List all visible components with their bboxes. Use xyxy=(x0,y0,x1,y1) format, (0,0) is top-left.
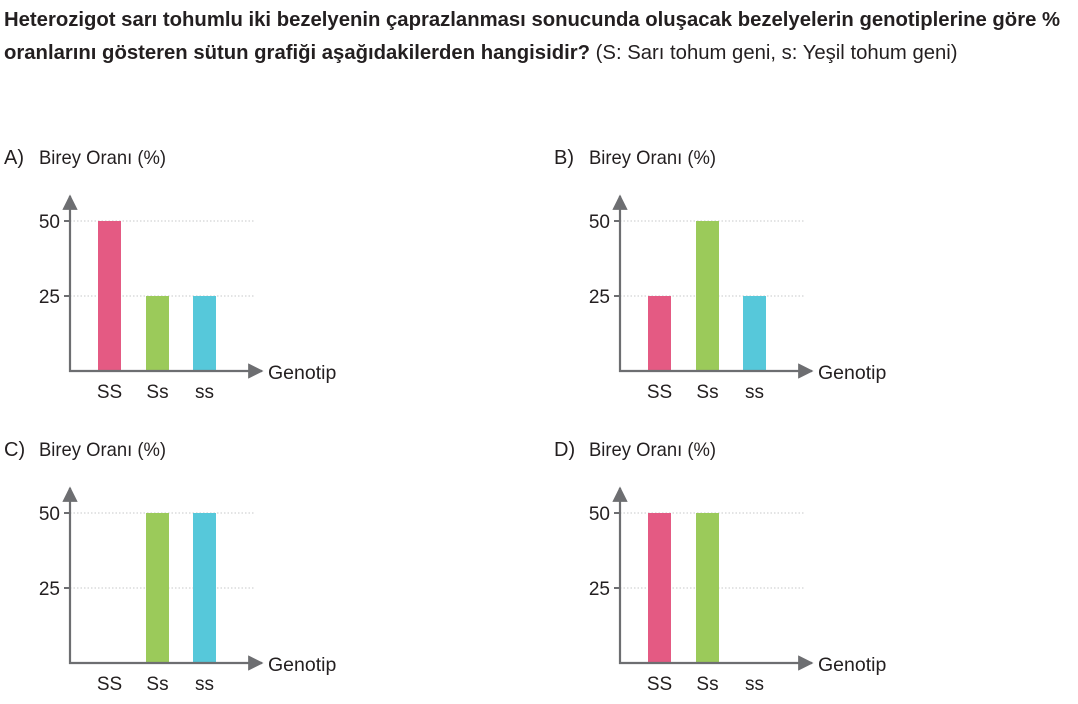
x-tick-label: ss xyxy=(195,674,214,695)
option-label: B) xyxy=(554,147,574,169)
x-axis-title: Genotip xyxy=(818,654,886,676)
x-axis-title: Genotip xyxy=(818,362,886,384)
y-tick-label: 25 xyxy=(39,579,60,600)
x-tick-label: SS xyxy=(97,674,122,695)
bar-Ss xyxy=(146,513,169,663)
x-tick-label: Ss xyxy=(146,674,168,695)
y-tick-label: 25 xyxy=(589,579,610,600)
option-label: C) xyxy=(4,439,25,461)
bar-Ss xyxy=(696,221,719,371)
bar-SS xyxy=(648,296,671,371)
y-tick-label: 25 xyxy=(589,287,610,308)
x-tick-label: SS xyxy=(647,674,672,695)
x-tick-label: Ss xyxy=(146,382,168,403)
bar-ss xyxy=(193,513,216,663)
y-axis-title: Birey Oranı (%) xyxy=(589,439,716,461)
x-tick-label: Ss xyxy=(696,674,718,695)
chart-b: B) Birey Oranı (%) 50 25 SS Ss ss Genotip xyxy=(554,147,886,403)
bar-ss xyxy=(193,296,216,371)
bar-SS xyxy=(98,221,121,371)
x-axis-title: Genotip xyxy=(268,362,336,384)
x-tick-label: SS xyxy=(97,382,122,403)
bar-SS xyxy=(648,513,671,663)
x-tick-label: ss xyxy=(195,382,214,403)
question-bold: Heterozigot sarı tohumlu iki bezelyenin … xyxy=(4,9,1061,64)
x-axis-title: Genotip xyxy=(268,654,336,676)
x-tick-label: SS xyxy=(647,382,672,403)
x-tick-label: Ss xyxy=(696,382,718,403)
question-note: (S: Sarı tohum geni, s: Yeşil tohum geni… xyxy=(590,42,958,64)
y-axis-title: Birey Oranı (%) xyxy=(39,439,166,461)
option-label: D) xyxy=(554,439,575,461)
y-tick-label: 50 xyxy=(39,504,60,525)
y-tick-label: 25 xyxy=(39,287,60,308)
y-tick-label: 50 xyxy=(39,212,60,233)
y-axis-title: Birey Oranı (%) xyxy=(589,147,716,169)
chart-c: C) Birey Oranı (%) 50 25 SS Ss ss Genotip xyxy=(4,439,336,695)
bar-Ss xyxy=(146,296,169,371)
x-tick-label: ss xyxy=(745,674,764,695)
bar-ss xyxy=(743,296,766,371)
x-tick-label: ss xyxy=(745,382,764,403)
chart-a: A) Birey Oranı (%) 50 25 SS Ss ss Genotip xyxy=(4,147,336,403)
y-tick-label: 50 xyxy=(589,504,610,525)
option-label: A) xyxy=(4,147,24,169)
chart-d: D) Birey Oranı (%) 50 25 SS Ss ss Genotip xyxy=(554,439,886,695)
y-axis-title: Birey Oranı (%) xyxy=(39,147,166,169)
y-tick-label: 50 xyxy=(589,212,610,233)
question-text: Heterozigot sarı tohumlu iki bezelyenin … xyxy=(4,4,1072,70)
bar-Ss xyxy=(696,513,719,663)
